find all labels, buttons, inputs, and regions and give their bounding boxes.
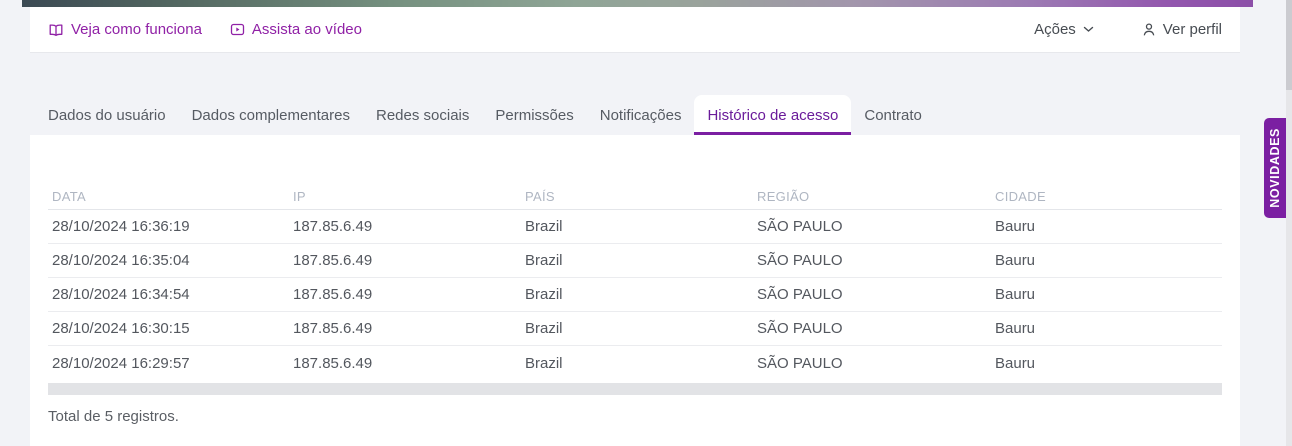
access-history-panel: DATA IP PAÍS REGIÃO CIDADE 28/10/2024 16… [30,135,1240,446]
tab-label: Notificações [599,106,682,124]
cell-data: 28/10/2024 16:34:54 [52,286,190,303]
page-scrollbar-thumb[interactable] [1286,0,1292,90]
table-row: 28/10/2024 16:36:19 187.85.6.49 Brazil S… [48,210,1222,244]
cell-ip: 187.85.6.49 [293,218,373,235]
cell-cidade: Bauru [995,218,1036,235]
tab-label: Histórico de acesso [707,106,839,124]
tab-dados-do-usuario[interactable]: Dados do usuário [35,95,179,135]
cell-pais: Brazil [525,286,563,303]
cell-data: 28/10/2024 16:29:57 [52,354,190,372]
column-header-pais: PAÍS [525,188,555,204]
cell-pais: Brazil [525,320,563,337]
tab-label: Permissões [495,106,574,124]
table-header-row: DATA IP PAÍS REGIÃO CIDADE [48,183,1222,210]
profile-tabs: Dados do usuário Dados complementares Re… [30,53,1240,135]
cell-pais: Brazil [525,218,563,235]
tab-label: Dados do usuário [48,106,166,124]
cell-data: 28/10/2024 16:35:04 [52,252,190,269]
cell-regiao: SÃO PAULO [757,252,843,269]
tab-notificacoes[interactable]: Notificações [587,95,695,135]
profile-header-bar: Veja como funciona Assista ao vídeo Açõe… [30,7,1240,53]
video-play-icon [230,22,245,37]
tab-historico-de-acesso[interactable]: Histórico de acesso [694,95,852,135]
help-links-group: Veja como funciona Assista ao vídeo [48,21,362,38]
cell-regiao: SÃO PAULO [757,320,843,337]
cell-ip: 187.85.6.49 [293,252,373,269]
table-row: 28/10/2024 16:29:57 187.85.6.49 Brazil S… [48,346,1222,380]
tab-permissoes[interactable]: Permissões [482,95,586,135]
tab-label: Contrato [864,106,922,124]
cell-pais: Brazil [525,354,563,372]
page-scrollbar[interactable] [1286,0,1292,446]
ver-perfil-label: Ver perfil [1162,21,1222,38]
horizontal-scrollbar[interactable] [48,383,1222,395]
novidades-label: NOVIDADES [1268,128,1282,208]
book-open-icon [48,22,64,38]
cell-regiao: SÃO PAULO [757,286,843,303]
tab-label: Dados complementares [191,106,350,124]
table-row: 28/10/2024 16:30:15 187.85.6.49 Brazil S… [48,312,1222,346]
table-row: 28/10/2024 16:34:54 187.85.6.49 Brazil S… [48,278,1222,312]
column-header-cidade: CIDADE [995,188,1046,204]
acoes-label: Ações [1034,21,1076,38]
cell-regiao: SÃO PAULO [757,218,843,235]
column-header-data: DATA [52,188,86,204]
top-banner-strip [22,0,1253,7]
header-actions-group: Ações Ver perfil [1034,21,1222,38]
watch-video-link[interactable]: Assista ao vídeo [230,21,362,38]
cell-regiao: SÃO PAULO [757,354,843,372]
cell-cidade: Bauru [995,286,1036,303]
see-how-it-works-link[interactable]: Veja como funciona [48,21,202,38]
records-total: Total de 5 registros. [48,408,179,425]
cell-ip: 187.85.6.49 [293,286,373,303]
see-how-it-works-label: Veja como funciona [71,21,202,38]
tab-contrato[interactable]: Contrato [851,95,935,135]
cell-cidade: Bauru [995,320,1036,337]
novidades-side-tab[interactable]: NOVIDADES [1264,118,1286,218]
column-header-ip: IP [293,188,306,204]
tab-label: Redes sociais [376,106,470,124]
cell-cidade: Bauru [995,354,1036,372]
cell-data: 28/10/2024 16:30:15 [52,320,190,337]
ver-perfil-button[interactable]: Ver perfil [1142,21,1222,38]
person-icon [1142,22,1156,37]
cell-pais: Brazil [525,252,563,269]
cell-data: 28/10/2024 16:36:19 [52,218,190,235]
acoes-dropdown[interactable]: Ações [1034,21,1094,38]
chevron-down-icon [1083,26,1094,33]
cell-cidade: Bauru [995,252,1036,269]
column-header-regiao: REGIÃO [757,188,810,204]
cell-ip: 187.85.6.49 [293,320,373,337]
tab-dados-complementares[interactable]: Dados complementares [179,95,363,135]
table-row: 28/10/2024 16:35:04 187.85.6.49 Brazil S… [48,244,1222,278]
watch-video-label: Assista ao vídeo [251,21,362,38]
cell-ip: 187.85.6.49 [293,354,373,372]
tab-redes-sociais[interactable]: Redes sociais [363,95,482,135]
